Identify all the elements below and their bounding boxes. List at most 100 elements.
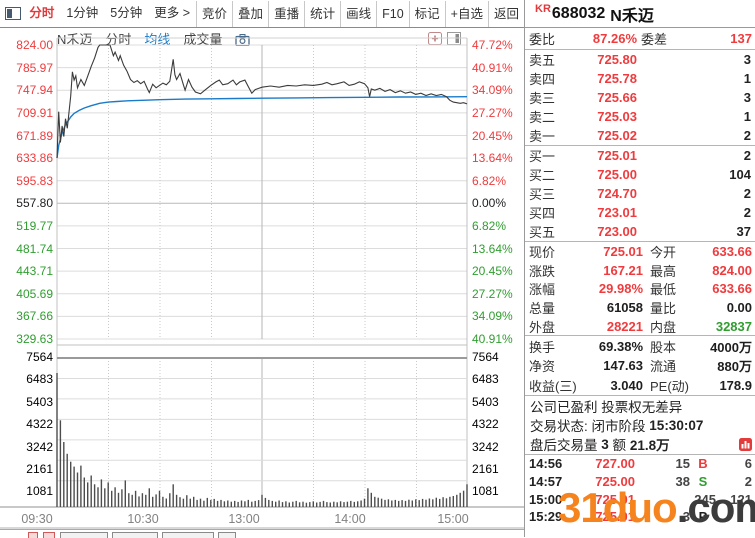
stats-button[interactable]: 统计 [304, 0, 340, 27]
ask1-row[interactable]: 卖一 725.02 2 [525, 126, 755, 145]
quote-value: 4000万 [710, 339, 752, 355]
quote-value: 0.00 [726, 299, 752, 315]
ask3-label: 卖三 [529, 91, 556, 106]
quote-value: 69.38% [598, 338, 643, 354]
bid4-label: 买四 [529, 206, 556, 221]
price-axis-label: 824.00 [16, 38, 53, 52]
bid1-price: 725.01 [597, 148, 637, 163]
afterhours-chart-icon[interactable] [739, 437, 752, 451]
tab-more[interactable]: 更多 > [154, 6, 191, 20]
tab-min5[interactable]: 5分钟 [110, 6, 143, 20]
pct-axis-label: 6.82% [472, 173, 507, 188]
ask5-row[interactable]: 卖五 725.80 3 [525, 50, 755, 69]
bid3-volume: 2 [743, 186, 751, 201]
legend-avg-line[interactable]: 均线 [144, 32, 171, 47]
market-flag: KR [535, 2, 551, 15]
company-status-text: 公司已盈利 投票权无差异 [530, 399, 683, 415]
quote-row-1: 涨跌 167.21 最高 824.00 [525, 261, 755, 280]
price-axis-label: 747.94 [16, 83, 53, 98]
tick-time: 14:57 [529, 474, 563, 489]
auction-button[interactable]: 竞价 [196, 0, 232, 27]
draw-button[interactable]: 画线 [340, 0, 376, 27]
bid1-label: 买一 [529, 149, 556, 164]
company-status-line: 公司已盈利 投票权无差异 [525, 396, 755, 415]
avg-line [56, 96, 468, 159]
bid2-row[interactable]: 买二 725.00 104 [525, 165, 755, 184]
tick-volume: 15 [675, 456, 690, 472]
bid1-row[interactable]: 买一 725.01 2 [525, 146, 755, 165]
tick-count: 121 [730, 491, 752, 507]
quote-label: PE(动) [650, 378, 690, 394]
ask4-row[interactable]: 卖四 725.78 1 [525, 69, 755, 88]
price-axis-label: 329.63 [16, 332, 53, 346]
pct-axis-label: 27.27% [472, 105, 513, 120]
ask2-price: 725.03 [597, 109, 637, 124]
back-button[interactable]: 返回 [487, 0, 524, 27]
quote-label: 换手 [529, 339, 556, 355]
cutoff-icon[interactable] [43, 532, 55, 538]
tick-volume: 3 [682, 509, 690, 525]
tick-row[interactable]: 15:00 725.01 245 121 [525, 490, 755, 508]
price-axis-label: 595.83 [16, 173, 53, 188]
bid2-price: 725.00 [597, 167, 637, 182]
volume-axis-label: 6483 [472, 372, 499, 387]
bid3-row[interactable]: 买三 724.70 2 [525, 184, 755, 203]
afterhours-amount-label: 额 [612, 438, 627, 454]
ask2-row[interactable]: 卖二 725.03 1 [525, 107, 755, 126]
quote-label: 最低 [650, 282, 677, 298]
tick-row[interactable]: 14:56 727.00 15 B 6 [525, 455, 755, 473]
cutoff-icon[interactable] [28, 532, 38, 538]
replay-button[interactable]: 重播 [268, 0, 304, 27]
quote-value: 147.63 [603, 358, 643, 374]
cutoff-icon[interactable] [112, 532, 158, 538]
legend-stock-name: N禾迈 [57, 32, 93, 47]
ask3-price: 725.66 [597, 90, 637, 105]
ask5-volume: 3 [743, 52, 751, 67]
quote-label: 今开 [650, 244, 677, 260]
cutoff-icon[interactable] [218, 532, 236, 538]
trading-status-time: 15:30:07 [649, 417, 704, 433]
quote-grid-top: 现价 725.01 今开 633.66 涨跌 167.21 最高 824.00 涨幅 29.98%… [525, 241, 755, 335]
quote-label: 流通 [650, 359, 677, 375]
mark-button[interactable]: 标记 [408, 0, 445, 27]
watermark: 31duo.com [558, 487, 755, 529]
ask5-label: 卖五 [529, 53, 556, 68]
volume-axis-label: 7564 [472, 350, 499, 364]
quote-label: 外盘 [529, 319, 556, 335]
cutoff-icon[interactable] [60, 532, 108, 538]
weibi-row: 委比 87.26% 委差 137 [525, 28, 755, 50]
pct-axis-label: 0.00% [472, 196, 507, 211]
tick-side: B [698, 456, 708, 472]
tab-min1[interactable]: 1分钟 [66, 6, 99, 20]
f10-button[interactable]: F10 [376, 0, 409, 27]
bid5-row[interactable]: 买五 723.00 37 [525, 222, 755, 241]
tick-row[interactable]: 14:57 725.00 38 S 2 [525, 473, 755, 491]
quote-label: 量比 [650, 300, 677, 316]
pct-axis-label: 20.45% [472, 128, 513, 143]
pct-axis-label: 34.09% [472, 309, 513, 324]
quote-value: 29.98% [598, 281, 643, 297]
tick-row[interactable]: 15:29 725.01 3 P [525, 508, 755, 526]
overlay-button[interactable]: 叠加 [232, 0, 268, 27]
price-axis-label: 785.97 [16, 60, 53, 75]
price-axis-label: 709.91 [16, 105, 53, 120]
pct-axis-label: 27.27% [472, 286, 513, 301]
price-axis-label: 633.86 [16, 151, 53, 166]
ask3-volume: 3 [743, 90, 751, 105]
top-toolbar: 分时 1分钟 5分钟 更多 > 竞价 叠加 重播 统计 画线 F10 标记 +自选 返回 [0, 0, 524, 28]
chart-legend: N禾迈 分时 均线 成交量 [57, 29, 251, 48]
add-watchlist-button[interactable]: +自选 [444, 0, 488, 27]
legend-volume[interactable]: 成交量 [183, 32, 223, 47]
layout-split-icon[interactable] [3, 7, 23, 20]
ask1-volume: 2 [743, 128, 751, 143]
bid4-row[interactable]: 买四 723.01 2 [525, 203, 755, 222]
quote-panel: KR 688032 N禾迈 委比 87.26% 委差 137 卖五 725.80 3… [524, 0, 755, 537]
ask3-row[interactable]: 卖三 725.66 3 [525, 88, 755, 107]
quote-label: 总量 [529, 300, 556, 316]
cutoff-icon[interactable] [162, 532, 214, 538]
volume-bars [56, 373, 468, 507]
timeshare-chart[interactable] [0, 0, 524, 537]
afterhours-volume: 3 [601, 436, 609, 452]
tab-fenshi[interactable]: 分时 [29, 6, 55, 20]
afterhours-label: 盘后交易量 [530, 438, 598, 454]
